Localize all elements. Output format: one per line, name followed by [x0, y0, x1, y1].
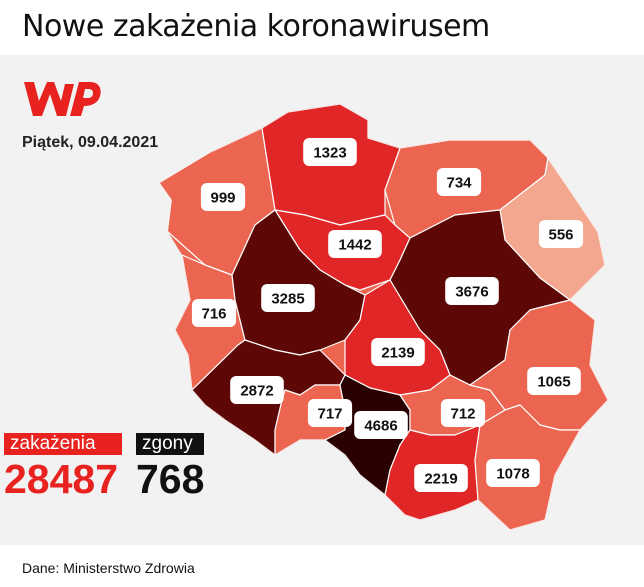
header: Nowe zakażenia koronawirusem: [0, 0, 644, 55]
footer: Dane: Ministerstwo Zdrowia: [0, 545, 644, 587]
report-date: Piątek, 09.04.2021: [22, 134, 159, 151]
page-title: Nowe zakażenia koronawirusem: [22, 9, 490, 44]
legend-cases-label: zakażenia: [4, 433, 122, 455]
wp-logo-icon: [24, 82, 101, 116]
total-deaths-value: 768: [136, 456, 205, 502]
data-source: Dane: Ministerstwo Zdrowia: [22, 560, 195, 576]
total-cases-value: 28487: [4, 456, 119, 502]
legend-deaths-label: zgony: [136, 433, 204, 455]
